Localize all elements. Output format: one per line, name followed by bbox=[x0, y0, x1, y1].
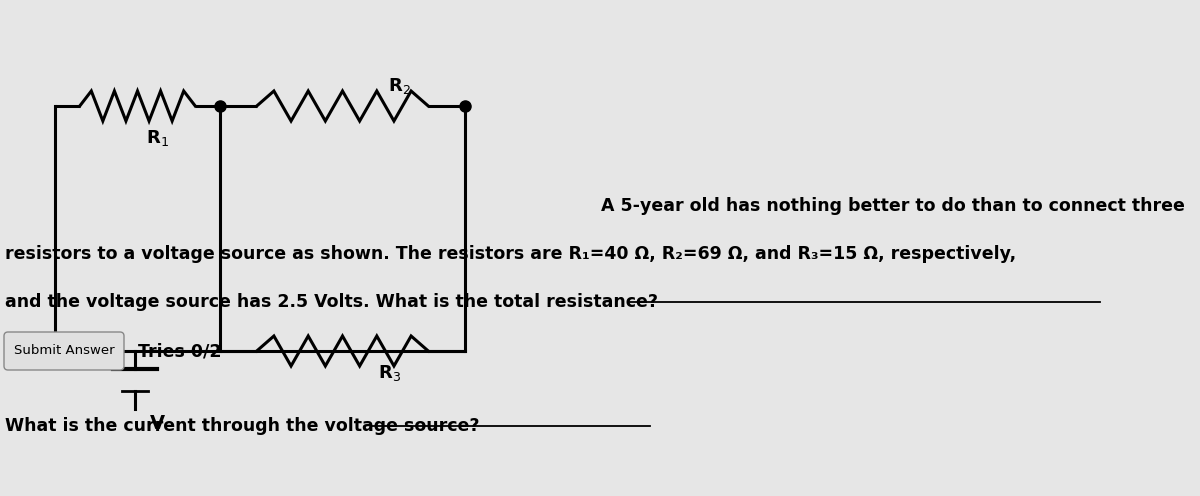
Text: V: V bbox=[150, 414, 166, 433]
Text: Submit Answer: Submit Answer bbox=[13, 345, 114, 358]
Text: What is the current through the voltage source?: What is the current through the voltage … bbox=[5, 417, 480, 435]
Text: R$_3$: R$_3$ bbox=[378, 363, 401, 383]
Text: R$_1$: R$_1$ bbox=[145, 128, 168, 148]
Text: Tries 0/2: Tries 0/2 bbox=[138, 342, 222, 360]
Text: R$_2$: R$_2$ bbox=[388, 76, 410, 96]
FancyBboxPatch shape bbox=[4, 332, 124, 370]
Text: resistors to a voltage source as shown. The resistors are R₁=40 Ω, R₂=69 Ω, and : resistors to a voltage source as shown. … bbox=[5, 245, 1016, 263]
Text: A 5-year old has nothing better to do than to connect three: A 5-year old has nothing better to do th… bbox=[601, 197, 1186, 215]
Text: and the voltage source has 2.5 Volts. What is the total resistance?: and the voltage source has 2.5 Volts. Wh… bbox=[5, 293, 658, 311]
